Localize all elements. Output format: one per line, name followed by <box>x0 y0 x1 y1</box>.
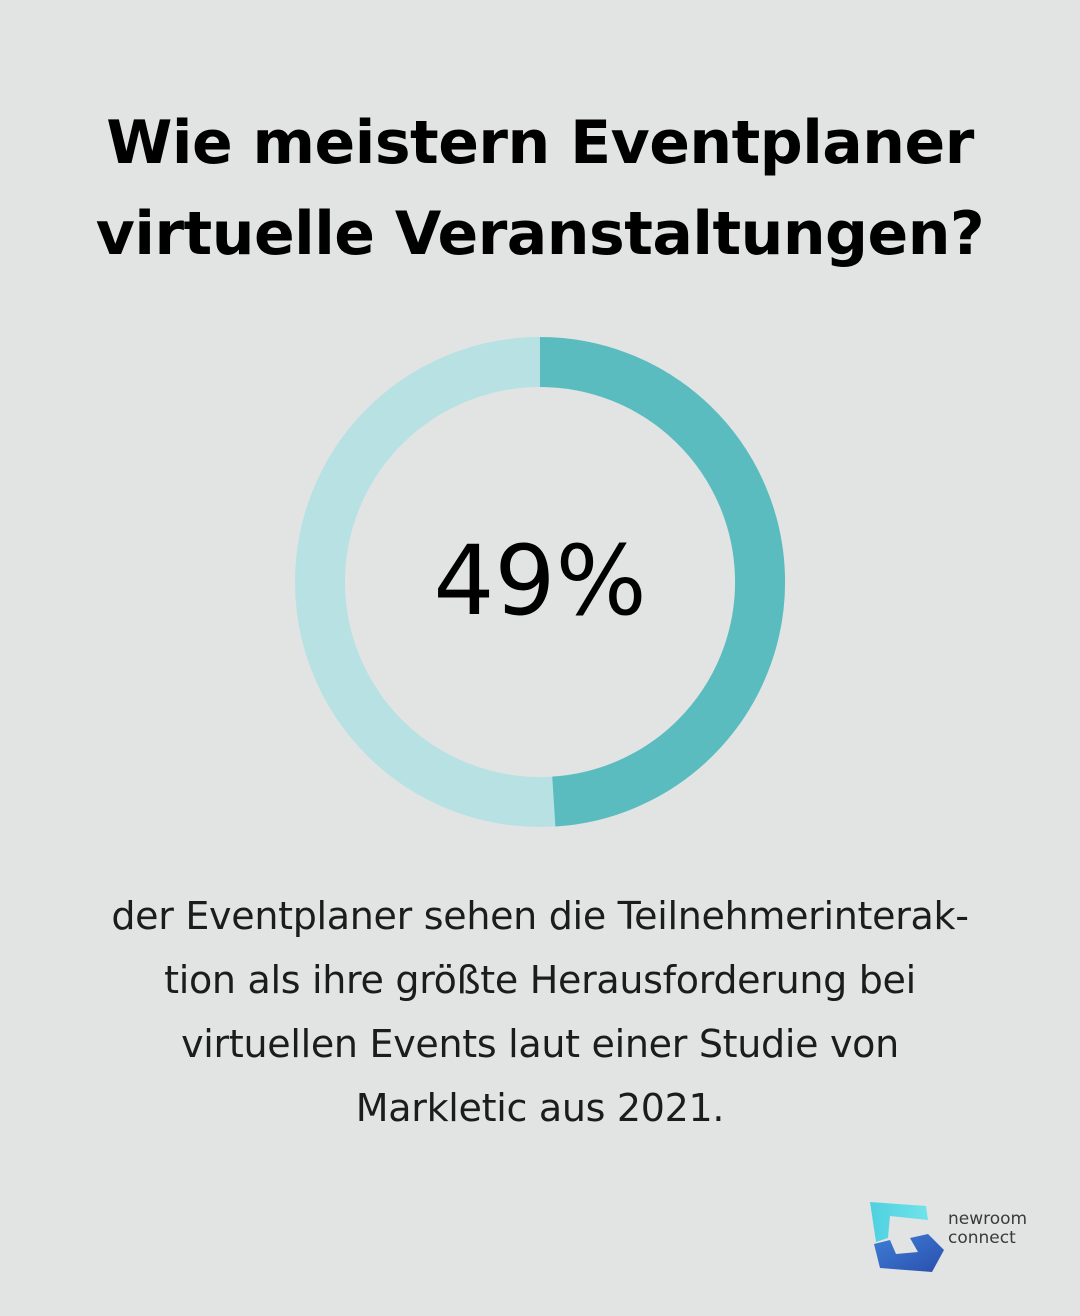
donut-center-label: 49% <box>433 525 646 637</box>
brand-name-line-1: newroom <box>948 1209 1028 1229</box>
description-line-1: der Eventplaner sehen die Teilnehmerinte… <box>111 894 969 938</box>
title-line-2: virtuelle Veranstaltungen? <box>95 199 985 269</box>
description-line-3: virtuellen Events laut einer Studie von <box>181 1022 899 1066</box>
newroom-connect-logo-icon <box>870 1202 944 1272</box>
donut-value-slice <box>539 337 786 827</box>
brand-name-line-2: connect <box>948 1228 1016 1248</box>
description-line-4: Markletic aus 2021. <box>355 1086 725 1130</box>
brand-name: newroom connect <box>948 1210 1027 1248</box>
page-title: Wie meistern Eventplaner virtuelle Veran… <box>0 98 1080 280</box>
title-line-1: Wie meistern Eventplaner <box>106 108 974 178</box>
description-line-2: tion als ihre größte Herausforderung bei <box>164 958 916 1002</box>
donut-chart: 49% <box>295 337 786 827</box>
brand-logo: newroom connect <box>866 1198 1046 1274</box>
description: der Eventplaner sehen die Teilnehmerinte… <box>40 884 1040 1140</box>
